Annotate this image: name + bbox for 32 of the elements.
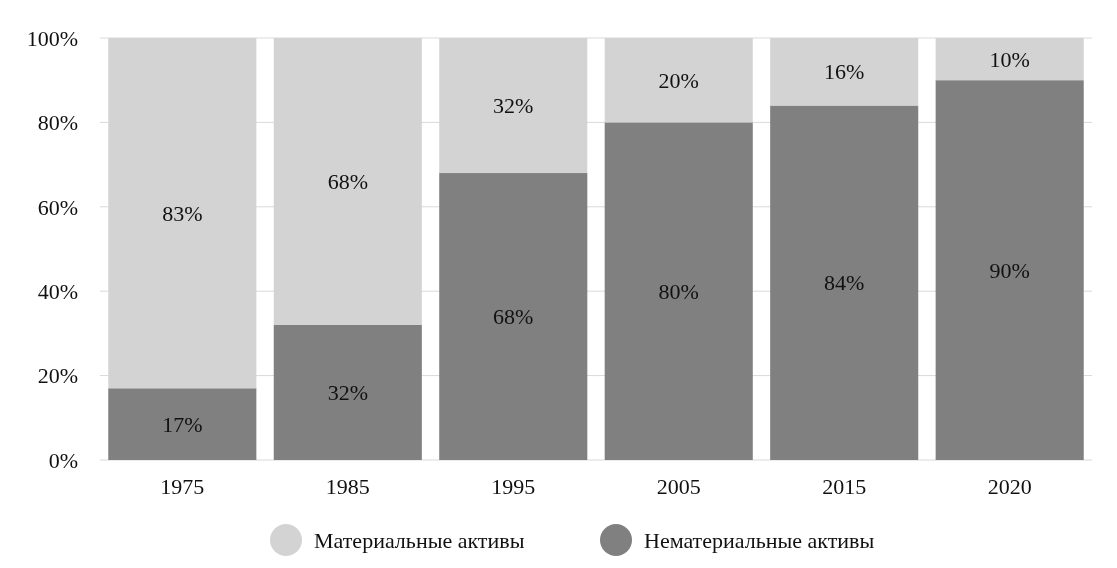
- data-label: 32%: [493, 93, 534, 119]
- data-label: 20%: [658, 67, 699, 93]
- y-tick-label: 80%: [37, 110, 78, 136]
- x-tick-label: 1975: [160, 474, 205, 499]
- y-tick-label: 40%: [37, 278, 78, 304]
- x-tick-label: 1985: [325, 474, 370, 499]
- y-tick-label: 20%: [37, 363, 78, 389]
- bar: [935, 80, 1084, 460]
- data-label: 17%: [162, 411, 203, 437]
- y-tick-label: 60%: [37, 194, 78, 220]
- data-label: 84%: [824, 270, 865, 296]
- data-label: 80%: [658, 278, 699, 304]
- x-tick-label: 1995: [491, 474, 536, 499]
- data-label: 32%: [327, 380, 368, 406]
- y-tick-label: 100%: [26, 25, 78, 51]
- data-label: 90%: [989, 257, 1030, 283]
- x-tick-label: 2015: [822, 474, 867, 499]
- bar: [108, 388, 257, 460]
- bar: [273, 324, 422, 460]
- bar: [770, 105, 919, 460]
- data-label: 68%: [327, 169, 368, 195]
- bar: [439, 173, 588, 460]
- data-label: 16%: [824, 59, 865, 85]
- data-label: 10%: [989, 46, 1030, 72]
- x-tick-label: 2020: [987, 474, 1032, 499]
- bar: [604, 122, 753, 460]
- y-tick-label: 0%: [48, 447, 78, 473]
- legend-label: Материальные активы: [314, 527, 525, 553]
- legend-label: Нематериальные активы: [644, 527, 875, 553]
- data-label: 83%: [162, 200, 203, 226]
- x-tick-label: 2005: [656, 474, 701, 499]
- data-label: 68%: [493, 304, 534, 330]
